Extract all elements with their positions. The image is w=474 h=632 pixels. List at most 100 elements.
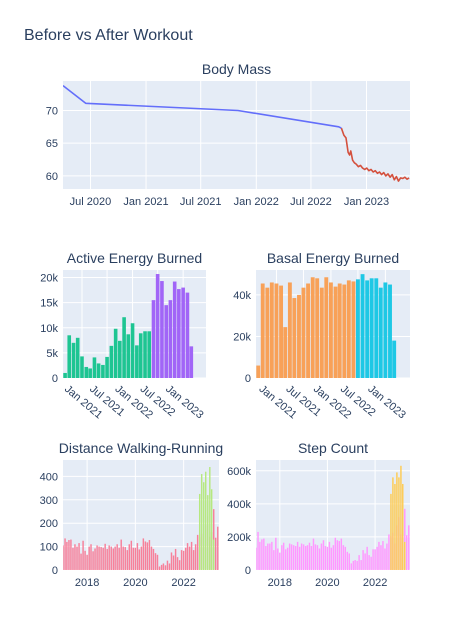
x-tick-label: Jan 2023: [344, 196, 389, 208]
bar: [200, 474, 203, 570]
bar: [217, 526, 219, 570]
bar: [296, 541, 299, 570]
series-line: [63, 84, 342, 129]
bar: [318, 548, 321, 570]
bar: [360, 274, 365, 378]
bar: [292, 545, 295, 570]
bar: [192, 550, 195, 570]
bar: [128, 544, 130, 570]
bar: [292, 298, 297, 378]
bar: [155, 274, 160, 378]
x-tick-label: 2022: [171, 577, 195, 589]
bar: [158, 566, 161, 570]
bar: [284, 549, 287, 570]
bar: [322, 540, 325, 570]
bar: [106, 548, 108, 570]
bar: [302, 544, 305, 570]
bar: [148, 540, 151, 570]
bar: [164, 305, 169, 378]
bar: [67, 335, 72, 378]
bar: [198, 493, 201, 570]
bar: [172, 555, 175, 570]
marks: [63, 274, 194, 378]
bar: [398, 477, 400, 570]
bar: [74, 544, 76, 570]
bar: [312, 538, 315, 570]
bar: [134, 547, 137, 570]
bar: [372, 549, 374, 570]
bar: [402, 483, 404, 570]
bar: [188, 546, 191, 570]
bar: [109, 345, 114, 378]
bar: [204, 471, 207, 570]
bar: [168, 300, 173, 378]
bar: [214, 537, 217, 570]
bar: [320, 543, 323, 570]
bar: [279, 285, 284, 378]
bar: [310, 546, 313, 570]
x-tick-label: Jul 2021: [180, 196, 222, 208]
bar: [150, 546, 153, 570]
bar: [394, 483, 396, 570]
bar: [88, 546, 90, 570]
bar: [267, 543, 269, 570]
y-tick-label: 0: [52, 373, 58, 385]
bar: [71, 342, 76, 378]
y-tick-label: 20k: [40, 273, 58, 285]
x-tick-label: 2020: [123, 577, 147, 589]
plot-area: [63, 81, 410, 189]
bar: [324, 546, 327, 570]
bar: [162, 563, 165, 570]
bar: [194, 544, 197, 570]
bar: [271, 541, 273, 570]
bar: [319, 287, 324, 378]
bar: [144, 541, 147, 570]
bar: [366, 546, 368, 570]
bar: [118, 340, 122, 378]
bar: [174, 548, 177, 570]
bar: [122, 546, 124, 570]
bar: [369, 278, 374, 378]
bar: [314, 544, 317, 570]
bar: [408, 525, 410, 570]
bar: [147, 331, 151, 378]
bar: [130, 323, 135, 378]
y-tick-label: 0: [52, 565, 58, 577]
bar: [370, 556, 372, 570]
bar: [340, 538, 343, 570]
bar: [92, 357, 97, 378]
bar: [334, 537, 337, 570]
bar: [101, 364, 105, 378]
bar: [376, 546, 378, 570]
y-tick-label: 100: [40, 542, 58, 554]
bar: [392, 477, 394, 570]
bar: [186, 543, 189, 570]
y-tick-label: 60: [46, 171, 58, 183]
bar: [294, 546, 297, 570]
bar: [365, 280, 370, 378]
bar: [160, 281, 164, 378]
bar: [342, 284, 347, 378]
figure-title: Before vs After Workout: [24, 27, 193, 44]
bar: [288, 543, 291, 570]
bar: [166, 560, 169, 570]
y-tick-label: 600k: [227, 466, 251, 478]
bar: [178, 560, 181, 570]
bar: [374, 549, 376, 570]
bar: [336, 540, 339, 570]
y-tick-label: 200: [40, 518, 58, 530]
bar: [304, 546, 307, 570]
bar: [301, 287, 306, 378]
bar: [286, 547, 289, 570]
bar: [330, 547, 333, 570]
x-tick-label: 2018: [268, 577, 292, 589]
bar: [185, 292, 190, 378]
bar: [138, 549, 141, 570]
bar: [279, 552, 281, 570]
bar: [78, 543, 80, 570]
bar: [176, 557, 179, 570]
bar: [383, 282, 388, 378]
subplot-5: Step Count 0 200k 400k 600k 2018 2020 2022: [227, 440, 410, 589]
x-tick-label: 2022: [363, 577, 387, 589]
subplot-title: Body Mass: [202, 61, 271, 77]
